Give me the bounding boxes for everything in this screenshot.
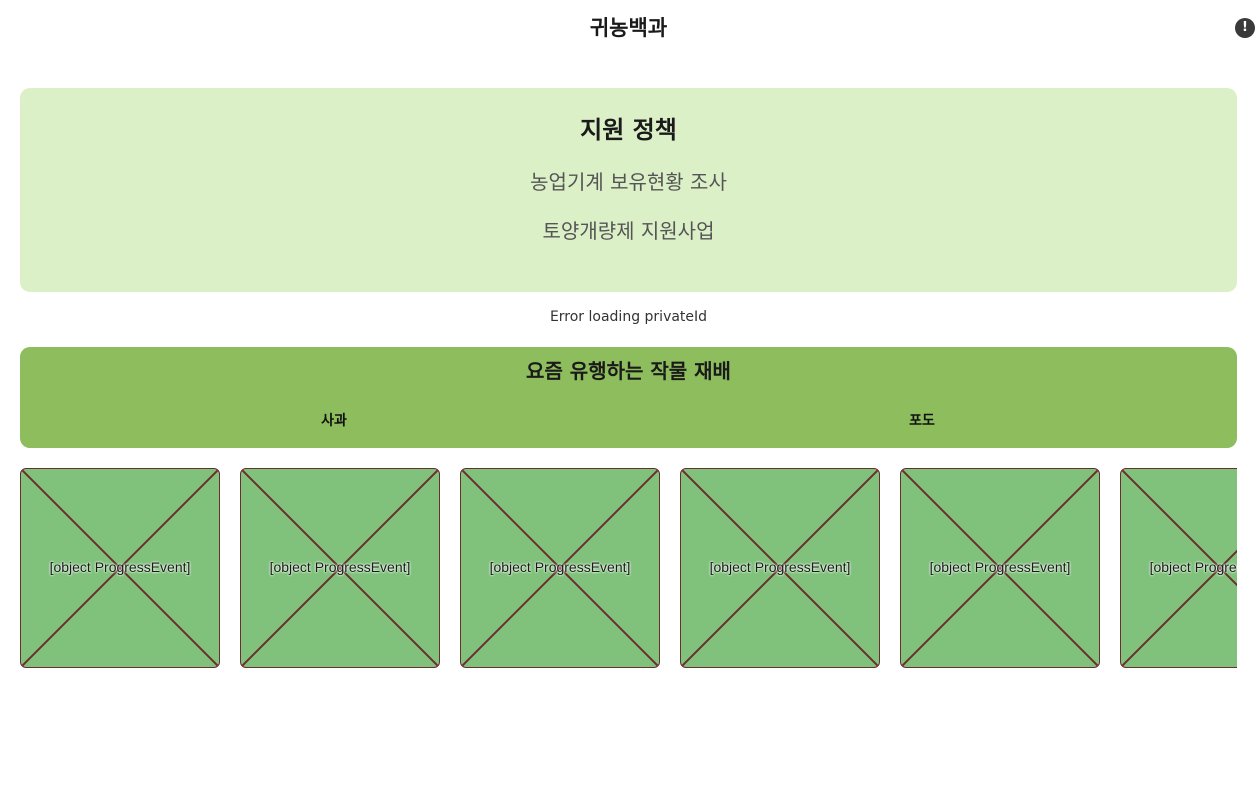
image-alt-text: [object ProgressEvent] xyxy=(709,559,851,575)
image-alt-text: [object ProgressEvent] xyxy=(269,559,411,575)
image-alt-text: [object ProgressEvent] xyxy=(489,559,631,575)
support-policy-card: 지원 정책 농업기계 보유현황 조사 토양개량제 지원사업 xyxy=(20,88,1237,292)
policy-link-soil-improvement[interactable]: 토양개량제 지원사업 xyxy=(542,219,715,243)
gallery-image[interactable]: [object ProgressEvent] xyxy=(460,468,660,668)
image-alt-text: [object ProgressEvent] xyxy=(1149,559,1237,575)
gallery-image[interactable]: [object ProgressEvent] xyxy=(1120,468,1237,668)
broken-image-icon xyxy=(461,469,659,667)
exclamation-circle-icon[interactable]: ! xyxy=(1235,18,1255,38)
broken-image-icon xyxy=(681,469,879,667)
trending-crops-card: 요즘 유행하는 작물 재배 사과 포도 xyxy=(20,347,1237,448)
image-alt-text: [object ProgressEvent] xyxy=(929,559,1071,575)
gallery-image[interactable]: [object ProgressEvent] xyxy=(900,468,1100,668)
app-title: 귀농백과 xyxy=(589,16,668,40)
crop-tab-grape[interactable]: 포도 xyxy=(909,413,935,429)
crop-image-gallery: [object ProgressEvent] [object ProgressE… xyxy=(20,468,1237,668)
image-alt-text: [object ProgressEvent] xyxy=(49,559,191,575)
error-message: Error loading privateId xyxy=(549,309,708,325)
broken-image-icon xyxy=(241,469,439,667)
crop-tab-apple[interactable]: 사과 xyxy=(321,413,347,429)
support-policy-title: 지원 정책 xyxy=(580,116,677,144)
gallery-image[interactable]: [object ProgressEvent] xyxy=(20,468,220,668)
broken-image-icon xyxy=(1121,469,1237,667)
broken-image-icon xyxy=(21,469,219,667)
trending-crops-title: 요즘 유행하는 작물 재배 xyxy=(526,359,731,383)
gallery-image[interactable]: [object ProgressEvent] xyxy=(680,468,880,668)
gallery-image[interactable]: [object ProgressEvent] xyxy=(240,468,440,668)
policy-link-machinery-survey[interactable]: 농업기계 보유현황 조사 xyxy=(530,170,727,194)
broken-image-icon xyxy=(901,469,1099,667)
